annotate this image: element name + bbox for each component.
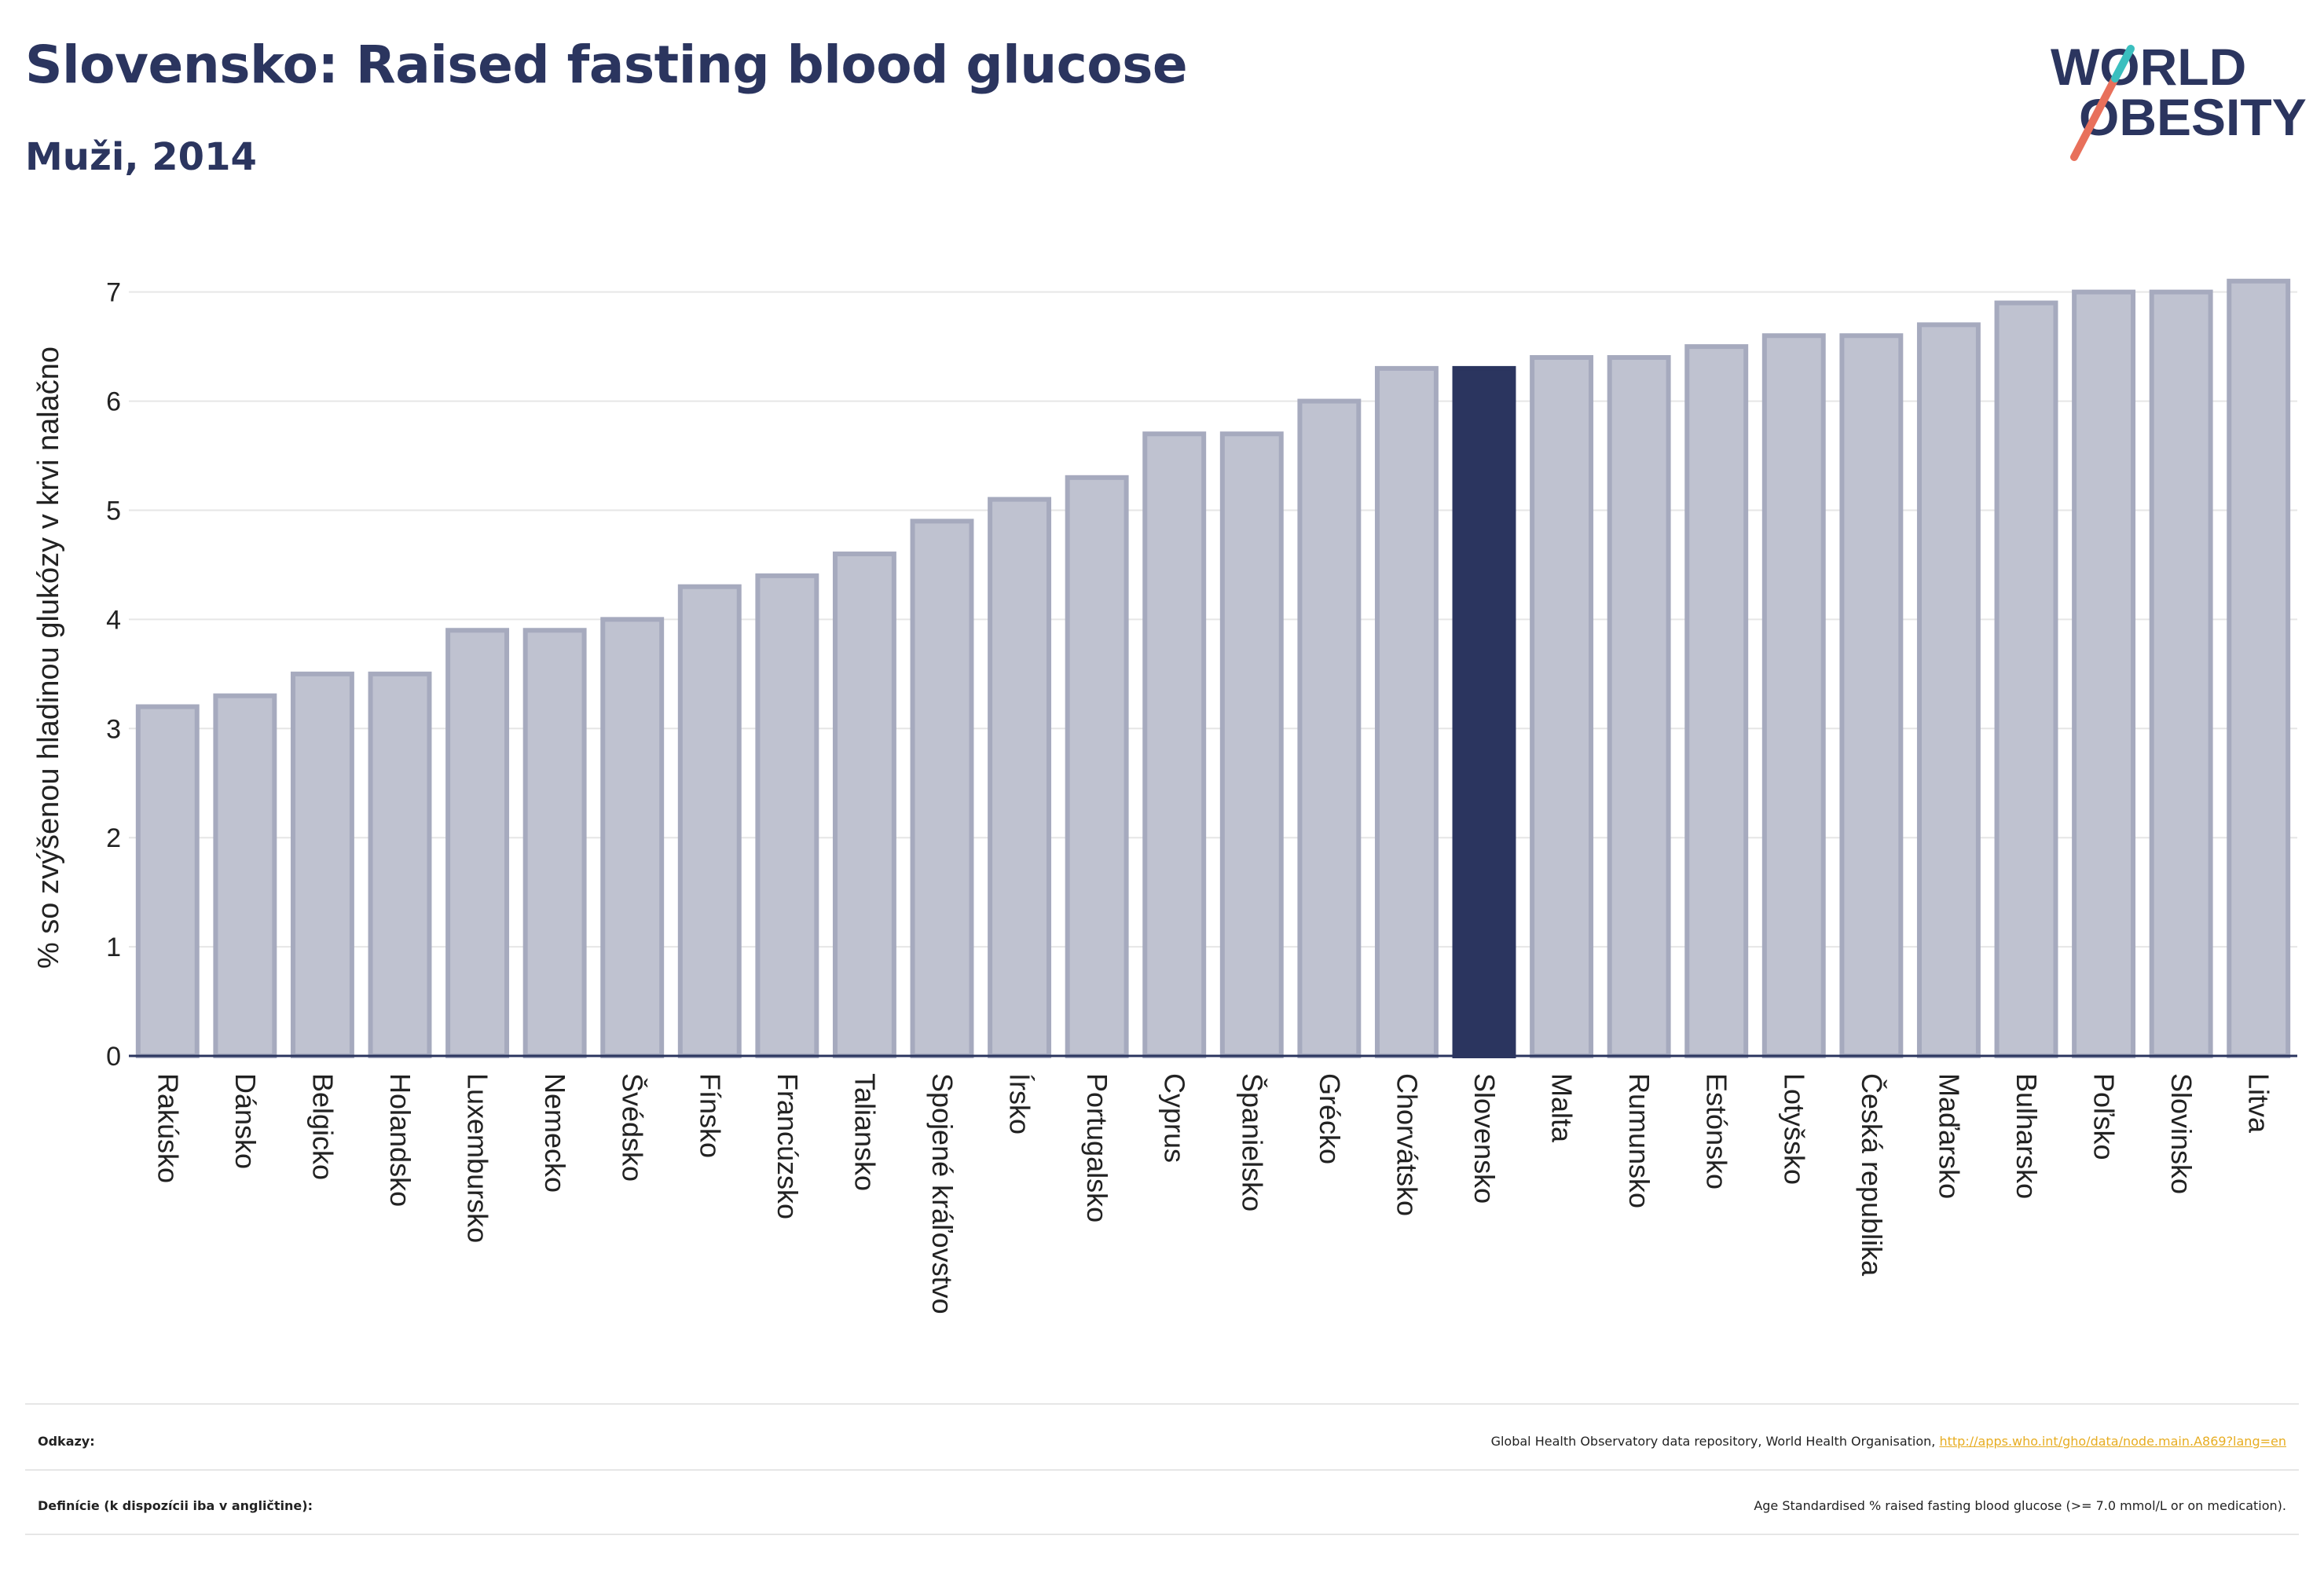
x-tick-label: Nemecko	[539, 1073, 571, 1193]
x-tick-label: Švédsko	[617, 1073, 649, 1182]
bar-maďarsko	[1916, 322, 1981, 1058]
x-axis-labels: Rakúsko Dánsko Belgicko Holandsko Luxembursk…	[152, 1073, 2275, 1314]
bar-švédsko	[600, 617, 665, 1058]
x-tick-label: Rakúsko	[152, 1073, 184, 1183]
logo-slash-accent	[2070, 75, 2119, 161]
x-tick-label: Česká republika	[1856, 1073, 1888, 1277]
bar-chorvátsko	[1374, 365, 1439, 1058]
x-tick-label: Malta	[1546, 1073, 1578, 1143]
bar-česká-republika	[1839, 333, 1904, 1059]
bar-taliansko	[832, 552, 896, 1058]
x-tick-label: Luxembursko	[462, 1073, 494, 1243]
sources-text-wrap: Global Health Observatory data repositor…	[1491, 1434, 2286, 1449]
x-tick-label: Cyprus	[1159, 1073, 1191, 1163]
bar-slovinsko	[2149, 289, 2213, 1059]
y-axis-ticks: 0 1 2 3 4 5 6 7	[106, 278, 121, 1072]
bar-španielsko	[1219, 431, 1284, 1058]
bar-nemecko	[522, 628, 587, 1058]
x-tick-label: Bulharsko	[2011, 1073, 2043, 1199]
footer-sources-row: Odkazy: Global Health Observatory data r…	[38, 1424, 2286, 1458]
footer-definitions-row: Definície (k dispozícii iba v angličtine…	[38, 1488, 2286, 1523]
y-tick-label: 6	[106, 387, 121, 417]
sources-link[interactable]: http://apps.who.int/gho/data/node.main.A…	[1939, 1433, 2286, 1449]
x-tick-label: Fínsko	[694, 1073, 726, 1158]
bar-chart: 0 1 2 3 4 5 6 7 Rakúsko Dánsko Belgicko Holandsko L…	[32, 278, 2297, 1314]
definitions-label: Definície (k dispozícii iba v angličtine…	[38, 1497, 313, 1513]
y-tick-label: 5	[106, 496, 121, 526]
bar-malta	[1530, 355, 1594, 1059]
bar-rakúsko	[135, 704, 200, 1058]
x-tick-label: Taliansko	[849, 1073, 881, 1191]
x-tick-label: Estónsko	[1701, 1073, 1733, 1189]
bar-slovensko	[1452, 365, 1516, 1058]
x-tick-label: Francúzsko	[772, 1073, 804, 1219]
footer-divider-middle	[25, 1469, 2299, 1471]
x-tick-label: Litva	[2243, 1073, 2275, 1134]
bar-spojené-kráľovstvo	[910, 519, 974, 1058]
x-tick-label: Dánsko	[229, 1073, 262, 1169]
logo-line2: OBESITY	[2079, 88, 2307, 146]
x-tick-label: Holandsko	[384, 1073, 416, 1207]
x-tick-label: Rumunsko	[1623, 1073, 1655, 1208]
chart-subtitle: Muži, 2014	[25, 135, 257, 179]
bar-poľsko	[2072, 289, 2136, 1059]
x-tick-label: Chorvátsko	[1391, 1073, 1423, 1216]
bar-holandsko	[368, 671, 432, 1059]
bar-írsko	[988, 497, 1052, 1058]
y-tick-label: 3	[106, 714, 121, 744]
x-tick-label: Maďarsko	[1933, 1073, 1965, 1199]
sources-label: Odkazy:	[38, 1433, 95, 1449]
bar-bulharsko	[1994, 300, 2058, 1058]
bar-luxembursko	[445, 628, 510, 1058]
x-tick-label: Slovensko	[1468, 1073, 1501, 1204]
bar-rumunsko	[1607, 355, 1671, 1059]
x-tick-label: Grécko	[1314, 1073, 1346, 1164]
logo-slash-accent-top	[2111, 45, 2135, 82]
x-tick-label: Írsko	[1004, 1073, 1036, 1134]
bar-belgicko	[290, 671, 354, 1059]
y-tick-label: 0	[106, 1042, 121, 1072]
chart-title: Slovensko: Raised fasting blood glucose	[25, 35, 1188, 95]
x-tick-label: Poľsko	[2088, 1073, 2121, 1160]
footer-divider-bottom	[25, 1534, 2299, 1535]
sources-text: Global Health Observatory data repositor…	[1490, 1433, 1936, 1449]
x-tick-label: Spojené kráľovstvo	[926, 1073, 959, 1314]
bar-portugalsko	[1065, 475, 1129, 1058]
x-tick-label: Portugalsko	[1081, 1073, 1113, 1222]
world-obesity-logo: WORLD OBESITY	[2051, 38, 2307, 161]
y-axis-label: % so zvýšenou hladinou glukózy v krvi na…	[32, 346, 65, 969]
x-tick-label: Belgicko	[306, 1073, 339, 1180]
y-tick-label: 1	[106, 933, 121, 962]
bar-francúzsko	[755, 573, 819, 1058]
bar-estónsko	[1684, 344, 1749, 1058]
x-tick-label: Slovinsko	[2165, 1073, 2198, 1194]
bar-fínsko	[677, 584, 742, 1058]
bar-lotyšsko	[1761, 333, 1826, 1059]
bar-grécko	[1297, 398, 1362, 1059]
bar-cyprus	[1142, 431, 1207, 1058]
x-tick-label: Španielsko	[1236, 1073, 1268, 1211]
definitions-text: Age Standardised % raised fasting blood …	[1754, 1497, 2286, 1513]
bar-dánsko	[213, 693, 277, 1059]
y-tick-label: 2	[106, 823, 121, 853]
logo-line1: WORLD	[2051, 38, 2246, 96]
y-tick-label: 7	[106, 278, 121, 308]
bars	[135, 278, 2291, 1059]
y-tick-label: 4	[106, 605, 121, 635]
x-tick-label: Lotyšsko	[1778, 1073, 1810, 1185]
bar-litva	[2227, 278, 2291, 1058]
footer-divider-top	[25, 1403, 2299, 1405]
